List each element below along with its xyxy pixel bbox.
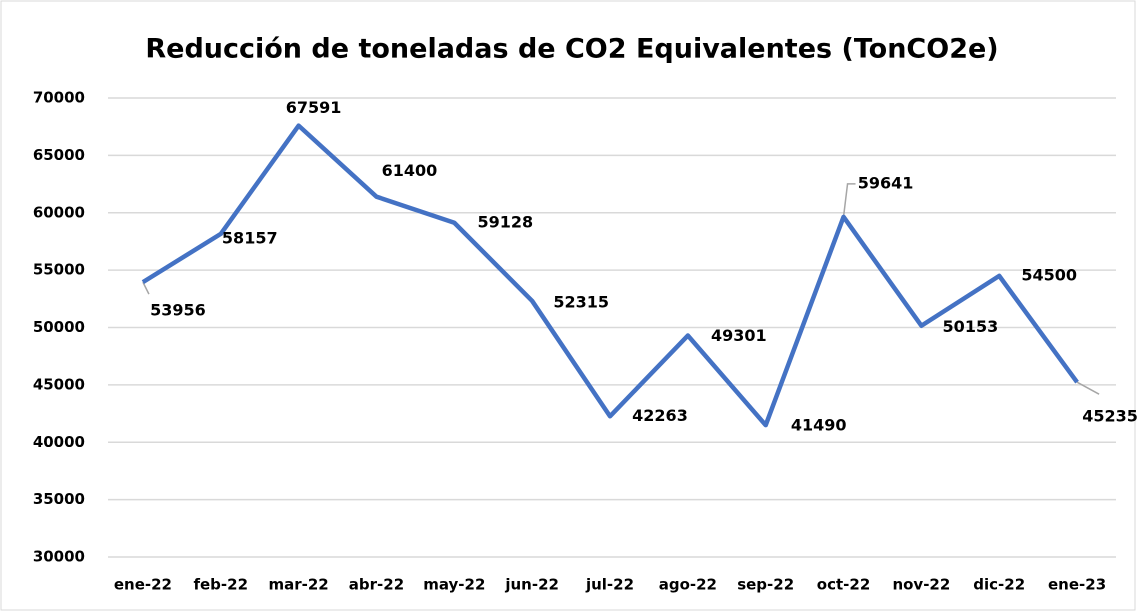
x-tick-label: feb-22	[193, 576, 248, 594]
line	[141, 123, 1079, 428]
y-tick-label: 30000	[33, 548, 85, 566]
y-tick-label: 50000	[33, 318, 85, 336]
y-tick-label: 60000	[33, 203, 85, 221]
data-label: 59128	[477, 212, 533, 231]
x-tick-label: sep-22	[737, 576, 794, 594]
data-label: 42263	[632, 406, 688, 425]
x-tick-label: oct-22	[817, 576, 870, 594]
data-label: 53956	[150, 301, 206, 320]
x-tick-label: nov-22	[892, 576, 950, 594]
y-tick-label: 40000	[33, 433, 85, 451]
data-label: 54500	[1021, 265, 1077, 284]
data-label: 67591	[286, 98, 342, 117]
x-tick-label: abr-22	[349, 576, 404, 594]
leader-line	[1076, 381, 1100, 395]
x-tick-label: jun-22	[504, 576, 559, 594]
x-tick-label: ene-22	[114, 576, 172, 594]
data-label: 49301	[711, 326, 767, 345]
x-tick-label: may-22	[423, 576, 485, 594]
y-tick-label: 65000	[33, 146, 85, 164]
x-tick-label: dic-22	[973, 576, 1025, 594]
x-tick-label: ene-23	[1048, 576, 1106, 594]
data-label: 59641	[858, 173, 914, 192]
data-label: 52315	[553, 292, 609, 311]
y-tick-label: 45000	[33, 375, 85, 393]
y-tick-label: 55000	[33, 261, 85, 279]
data-label: 61400	[382, 161, 438, 180]
data-label: 41490	[791, 416, 847, 435]
leader-line	[842, 183, 856, 217]
chart-title: Reducción de toneladas de CO2 Equivalent…	[145, 34, 998, 65]
y-tick-label: 70000	[33, 89, 85, 107]
y-tick-label: 35000	[33, 490, 85, 508]
x-tick-label: jul-22	[585, 576, 634, 594]
x-tick-label: ago-22	[659, 576, 717, 594]
data-label: 45235	[1082, 407, 1137, 426]
leader-line	[142, 281, 150, 295]
data-label: 50153	[943, 317, 999, 336]
data-label: 58157	[222, 228, 278, 247]
x-tick-label: mar-22	[268, 576, 328, 594]
